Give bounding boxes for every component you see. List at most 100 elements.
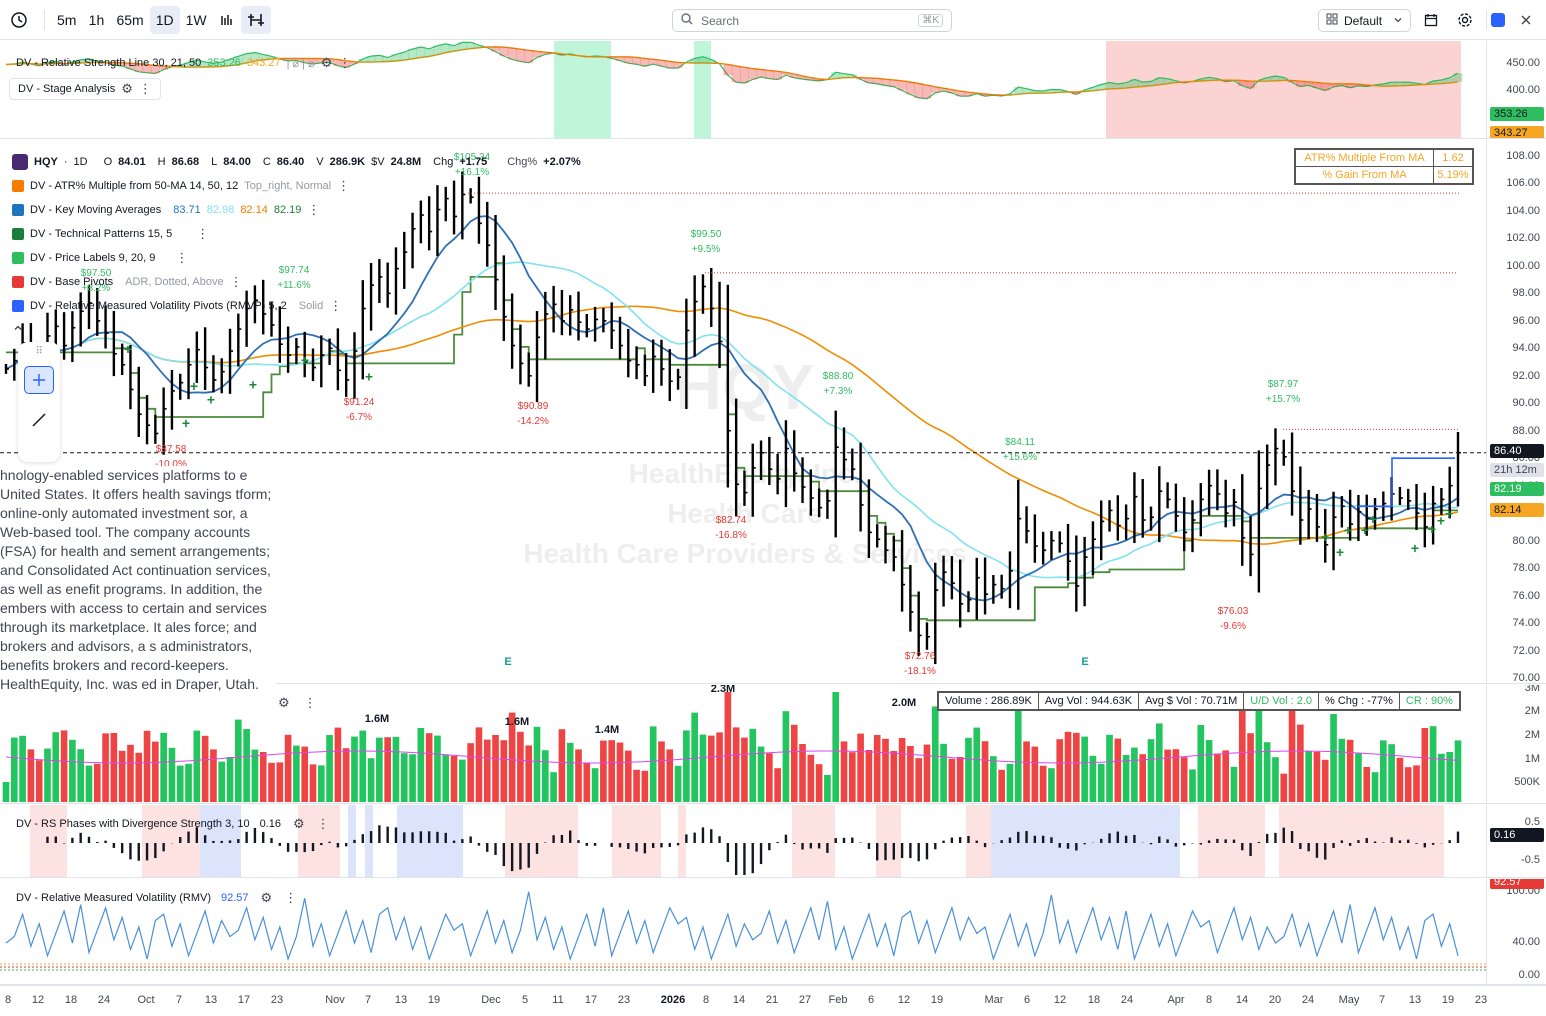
time-axis[interactable]: 8 12 18 24 Oct 7 13 17 23 Nov 7 13 19 Dec 5 11 17 23 2026 8… bbox=[0, 985, 1546, 1016]
indicators-icon[interactable] bbox=[240, 5, 271, 34]
volume-average-line bbox=[5, 750, 1459, 764]
line-tool-button[interactable] bbox=[24, 406, 54, 434]
more-icon[interactable]: ⋮ bbox=[175, 250, 189, 265]
indicator-row-base-pivots[interactable]: DV - Base Pivots ADR, Dotted, Above ⋮ bbox=[12, 270, 581, 294]
price-label-low: $91.24 bbox=[343, 397, 375, 409]
rs-line-plot bbox=[5, 41, 1463, 138]
indicator-row-price-labels[interactable]: DV - Price Labels 9, 20, 9 ⋮ bbox=[12, 246, 581, 270]
time-axis-label: 19 bbox=[930, 994, 944, 1006]
interval-1d[interactable]: 1D bbox=[149, 5, 180, 34]
color-square-icon[interactable] bbox=[1488, 10, 1508, 30]
rs-phase-zone bbox=[876, 805, 901, 877]
gear-icon[interactable] bbox=[1455, 10, 1475, 30]
more-icon[interactable]: ⋮ bbox=[338, 55, 352, 70]
gear-icon[interactable]: ⚙ bbox=[278, 695, 290, 710]
gear-icon[interactable]: ⚙ bbox=[260, 890, 273, 905]
more-icon[interactable]: ⋮ bbox=[138, 81, 152, 96]
volume-bar bbox=[1421, 728, 1429, 802]
plus-marker: + bbox=[1437, 513, 1445, 529]
volume-bar bbox=[716, 732, 723, 802]
volume-bar bbox=[1006, 763, 1014, 802]
interval-65m[interactable]: 65m bbox=[116, 11, 144, 28]
more-icon[interactable]: ⋮ bbox=[307, 202, 321, 217]
volume-bar bbox=[707, 735, 715, 802]
rmvp-pivot-line bbox=[1358, 457, 1455, 508]
gear-icon[interactable]: ⚙ bbox=[121, 81, 133, 96]
earnings-marker: E bbox=[504, 656, 512, 668]
rs-line bbox=[5, 41, 1459, 100]
gear-icon[interactable]: ⚙ bbox=[292, 816, 305, 831]
volume-bar bbox=[342, 748, 350, 802]
volume-axis: 3M 2M 2M 1M 500K bbox=[1486, 685, 1546, 803]
time-axis-label: Nov bbox=[325, 994, 345, 1006]
atr-row2-label: % Gain From MA bbox=[1296, 167, 1434, 183]
volume-bar bbox=[243, 729, 250, 802]
time-axis-label: 6 bbox=[1023, 994, 1031, 1006]
more-icon[interactable]: ⋮ bbox=[329, 298, 343, 313]
symbol-name[interactable]: HQY bbox=[34, 156, 58, 168]
volume-bar bbox=[218, 761, 226, 802]
more-icon[interactable]: ⋮ bbox=[196, 226, 210, 241]
interval-1h[interactable]: 1h bbox=[88, 11, 105, 28]
indicator-row-rmvp[interactable]: DV - Relative Measured Volatility Pivots… bbox=[12, 294, 581, 318]
indicator-row-patterns[interactable]: DV - Technical Patterns 15, 5 ⋮ bbox=[12, 222, 581, 246]
toolbar-divider bbox=[1486, 9, 1487, 30]
bar-chart-icon[interactable] bbox=[213, 6, 241, 34]
rs-phases-plot bbox=[30, 805, 1460, 877]
more-icon[interactable]: ⋮ bbox=[303, 695, 317, 710]
gear-icon[interactable]: ⚙ bbox=[320, 55, 333, 70]
volume-bar bbox=[226, 757, 234, 802]
indicator-row-atr[interactable]: DV - ATR% Multiple from 50-MA 14, 50, 12… bbox=[12, 174, 581, 198]
volume-bar bbox=[649, 726, 657, 802]
stage-zone bbox=[694, 41, 711, 138]
price-plot[interactable]: ++++++++++ +++++ + bbox=[0, 140, 1486, 684]
time-axis-label: 20 bbox=[1268, 994, 1282, 1006]
calendar-icon[interactable] bbox=[1421, 10, 1441, 30]
more-icon[interactable]: ⋮ bbox=[337, 178, 351, 193]
plus-marker: + bbox=[207, 392, 215, 408]
plus-marker: + bbox=[365, 368, 373, 384]
volume-stats-box: Volume : 286.89K Avg Vol : 944.63K Avg $… bbox=[937, 691, 1461, 711]
stat-avg-dollar-volume: Avg $ Vol : 70.71M bbox=[1139, 693, 1245, 709]
volume-bar bbox=[824, 775, 831, 802]
rmv-pane: DV - Relative Measured Volatility (RMV) … bbox=[0, 879, 1546, 985]
interval-1w[interactable]: 1W bbox=[185, 11, 207, 28]
crosshair-tool-button[interactable] bbox=[24, 366, 54, 394]
collapse-legend-button[interactable] bbox=[12, 318, 581, 340]
indicator-extra: Solid bbox=[298, 300, 324, 312]
volume-bar bbox=[890, 751, 898, 802]
close-icon[interactable] bbox=[1516, 10, 1536, 30]
indicator-row-moving-averages[interactable]: DV - Key Moving Averages 83.71 82.98 82.… bbox=[12, 198, 581, 222]
watermark-symbol: HQY bbox=[675, 351, 815, 423]
plus-marker: + bbox=[182, 415, 190, 431]
interval-5m[interactable]: 5m bbox=[57, 11, 77, 28]
volume-bar bbox=[882, 738, 889, 802]
time-axis-label: 8 bbox=[702, 994, 710, 1006]
volume-bar bbox=[848, 752, 856, 802]
plus-marker: + bbox=[1344, 522, 1352, 538]
axis-label: 3M bbox=[1524, 685, 1540, 694]
volume-bar bbox=[1255, 692, 1263, 802]
more-icon[interactable]: ⋮ bbox=[316, 816, 330, 831]
layout-select[interactable]: Default bbox=[1318, 9, 1411, 32]
volume-peak-label: 1.4M bbox=[594, 724, 620, 736]
axis-label: 90.00 bbox=[1512, 397, 1540, 410]
axis-label: 70.00 bbox=[1512, 672, 1540, 684]
axis-label: -0.5 bbox=[1521, 854, 1540, 866]
price-label-low: $90.89 bbox=[517, 401, 549, 413]
rs-ma-line bbox=[5, 46, 1459, 96]
axis-label: 1M bbox=[1524, 753, 1540, 765]
indicator-swatch bbox=[12, 276, 24, 288]
stage-analysis-legend[interactable]: DV - Stage Analysis ⚙ ⋮ bbox=[9, 78, 161, 100]
volume-bar bbox=[666, 749, 674, 802]
time-axis-label: 2026 bbox=[660, 994, 686, 1006]
change-percent-value: +2.07% bbox=[543, 156, 581, 168]
drag-handle-icon[interactable]: ⠿ bbox=[35, 346, 43, 357]
axis-label: 94.00 bbox=[1512, 342, 1540, 355]
volume-bar bbox=[425, 733, 433, 802]
price-label-pct: +7.3% bbox=[823, 385, 853, 397]
more-icon[interactable]: ⋮ bbox=[229, 274, 243, 289]
search-input[interactable]: Search ⌘K bbox=[672, 9, 952, 32]
clock-icon[interactable] bbox=[0, 11, 38, 29]
more-icon[interactable]: ⋮ bbox=[284, 890, 298, 905]
